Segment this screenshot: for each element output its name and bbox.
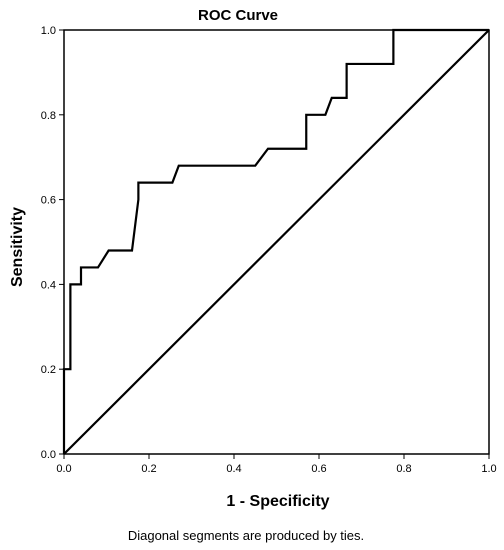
x-tick-label: 0.4: [226, 463, 241, 475]
x-tick-label: 1.0: [481, 463, 496, 475]
plot-frame: [63, 29, 490, 455]
series-layer: [62, 28, 490, 455]
x-axis-label: 1 - Specificity: [226, 493, 329, 510]
chart-footnote: Diagonal segments are produced by ties.: [128, 528, 364, 543]
y-tick-label: 0.8: [41, 110, 56, 122]
x-tick-label: 0.0: [56, 463, 71, 475]
x-tick-label: 0.6: [311, 463, 326, 475]
x-tick-label: 0.8: [396, 463, 411, 475]
y-tick-label: 0.6: [41, 195, 56, 207]
y-tick-label: 1.0: [41, 25, 56, 37]
y-tick-label: 0.4: [41, 279, 56, 291]
y-tick-label: 0.0: [41, 449, 56, 461]
chart-title: ROC Curve: [198, 7, 278, 24]
reference-diagonal-line: [63, 29, 490, 455]
y-tick-label: 0.2: [41, 364, 56, 376]
x-tick-label: 0.2: [141, 463, 156, 475]
y-axis-label: Sensitivity: [9, 207, 26, 287]
x-axis-ticks: 0.0 0.2 0.4 0.6 0.8 1.0: [56, 454, 497, 475]
y-axis-ticks: 0.0 0.2 0.4 0.6 0.8 1.0: [41, 25, 64, 461]
roc-curve-line: [62, 28, 489, 454]
